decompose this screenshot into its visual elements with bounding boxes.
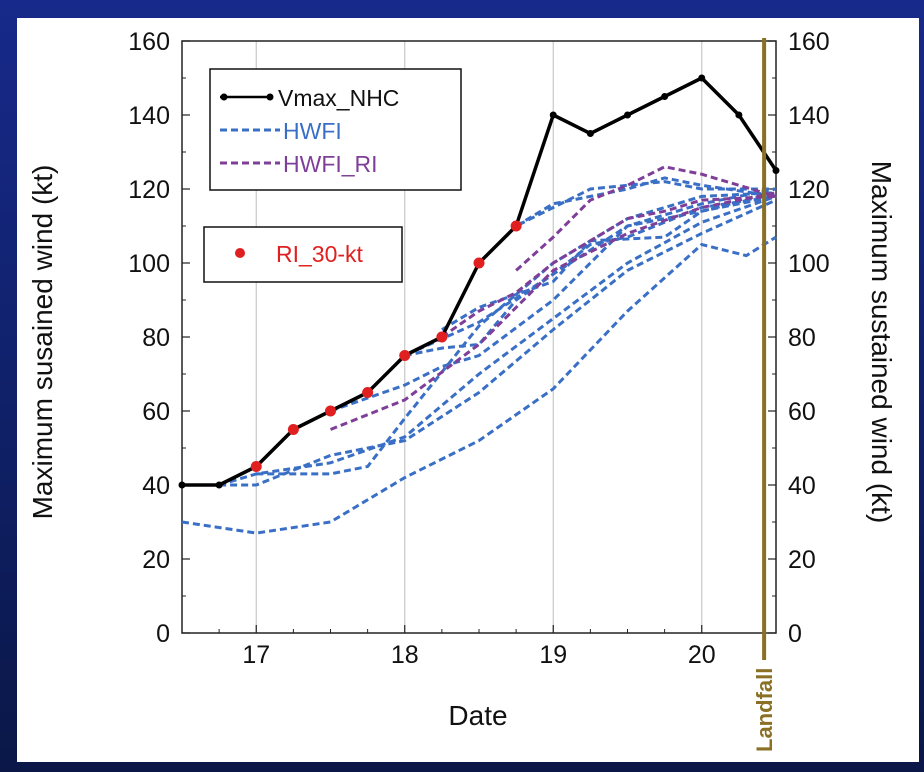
legend-main: Vmax_NHC HWFI HWFI_RI [209, 68, 462, 191]
y-tick-label-right: 0 [788, 620, 802, 648]
x-tick-label: 17 [242, 641, 270, 669]
x-tick-label: 20 [688, 641, 716, 669]
hwfi-track-line [219, 198, 777, 487]
y-tick-label-left: 100 [128, 250, 170, 278]
landfall-label: Landfall [752, 668, 777, 752]
y-tick-label-left: 20 [142, 546, 170, 574]
y-tick-label-right: 140 [788, 102, 830, 130]
y-tick-label-right: 80 [788, 324, 816, 352]
hwfi-track-line [218, 194, 777, 487]
nhc-point [661, 93, 669, 100]
nhc-point [178, 481, 186, 489]
hwfi-track-line [366, 194, 777, 394]
legend-label-hwfi: HWFI [283, 118, 342, 144]
y-tick-label-left: 120 [128, 176, 170, 204]
hwfi-track-line [256, 191, 777, 476]
ri-point [473, 257, 485, 269]
ri-point [399, 350, 411, 361]
y-tick-label-left: 140 [128, 102, 170, 130]
y-tick-label-left: 160 [128, 28, 170, 56]
hwfi-track-line [330, 187, 777, 413]
ri-markers [250, 220, 522, 472]
y-tick-label-right: 100 [788, 250, 830, 278]
legend-box [209, 68, 462, 191]
hwfi-ri-track-line [441, 194, 777, 339]
figure-panel [17, 18, 919, 762]
hwfi-ri-tracks [329, 165, 777, 431]
legend-swatch-nhc-dot [220, 93, 228, 101]
ri-point [436, 331, 448, 343]
hwfi-track-line [181, 235, 777, 535]
x-axis-title: Date [448, 700, 507, 731]
hwfi-ri-track-line [515, 165, 777, 272]
ri-point [250, 461, 262, 472]
ticks: 17 18 19 20 0 0 20 20 40 40 60 60 80 80 100 100 120 120 14… [128, 28, 829, 669]
y-axis-title-right: Maximum sustained wind (kt) [866, 161, 897, 524]
nhc-point [624, 111, 631, 119]
hwfi-track-line [404, 194, 777, 357]
nhc-point [698, 74, 706, 82]
hwfi-track-line [477, 180, 776, 265]
y-tick-label-right: 20 [788, 546, 816, 574]
ri-point [362, 387, 374, 398]
y-tick-label-left: 40 [142, 472, 170, 500]
legend-label-ri: RI_30-kt [276, 241, 364, 267]
ri-point [325, 405, 336, 417]
y-tick-label-right: 160 [788, 28, 830, 56]
y-tick-label-left: 0 [156, 620, 170, 648]
y-tick-label-right: 40 [788, 472, 816, 500]
legend-label-nhc: Vmax_NHC [278, 85, 399, 111]
nhc-point [215, 481, 223, 489]
legend-label-hwfi-ri: HWFI_RI [283, 151, 378, 177]
nhc-point [735, 111, 743, 119]
nhc-point [549, 111, 557, 119]
nhc-point [586, 130, 594, 137]
y-tick-label-right: 120 [788, 176, 830, 204]
nhc-point [772, 167, 780, 174]
y-tick-label-left: 80 [142, 324, 170, 352]
ri-point [510, 220, 522, 232]
y-tick-label-right: 60 [788, 398, 816, 426]
ri-point [287, 424, 299, 435]
legend-swatch-nhc-dot [266, 93, 274, 101]
x-tick-label: 19 [539, 641, 567, 669]
x-tick-label: 18 [391, 641, 419, 669]
y-tick-label-left: 60 [142, 398, 170, 426]
legend-swatch-ri [235, 248, 245, 258]
y-axis-title-left: Maximum susained wind (kt) [27, 165, 58, 520]
hwfi-ri-track-line [329, 191, 777, 431]
legend-ri: RI_30-kt [203, 226, 403, 283]
